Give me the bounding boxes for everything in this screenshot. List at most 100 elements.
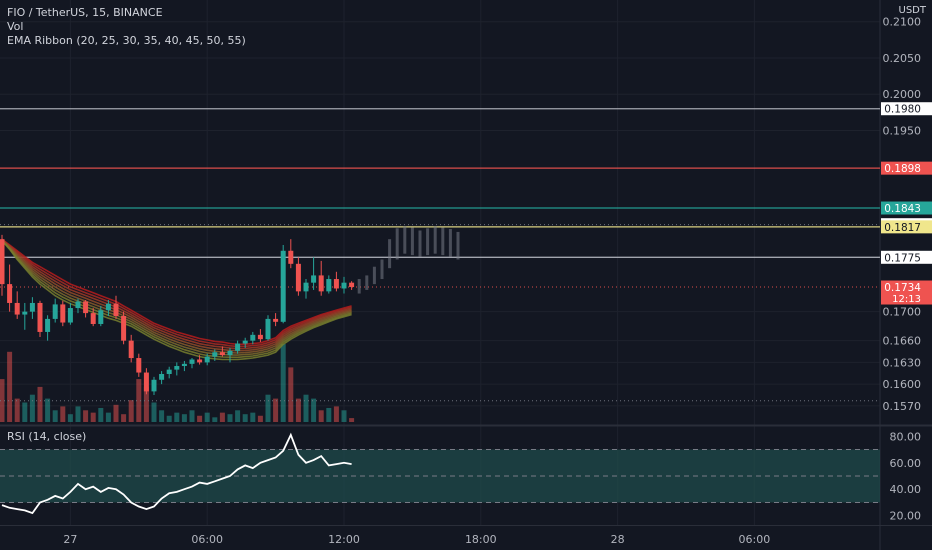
volume-bar	[189, 410, 195, 422]
volume-bar	[128, 400, 134, 422]
volume-bar	[105, 412, 111, 422]
price-tick-label: 0.1630	[883, 356, 922, 369]
candle-body	[181, 363, 187, 367]
candle-body	[280, 250, 286, 322]
volume-bar	[288, 367, 294, 422]
projection-bar	[433, 226, 437, 254]
candle-body	[75, 301, 81, 309]
candle-body	[113, 303, 119, 317]
price-tag-0.1734	[881, 280, 932, 305]
candle-body	[105, 303, 111, 311]
ema-ribbon-line	[1, 239, 352, 352]
candle-body	[349, 282, 355, 288]
ema-ribbon-line	[1, 240, 352, 361]
price-tick-label: 0.1660	[883, 335, 922, 348]
candle-body	[197, 359, 203, 363]
volume-bar	[257, 415, 263, 422]
volume-bar	[295, 398, 301, 422]
volume-bar	[90, 412, 96, 422]
volume-bar	[326, 407, 332, 422]
price-tag-0.1775	[881, 250, 932, 264]
time-tick-label: 06:00	[191, 533, 223, 546]
ema-ribbon-line	[1, 238, 352, 346]
price-tag-0.1980	[881, 102, 932, 116]
projection-bar	[410, 227, 414, 256]
price-tick-label: 0.1600	[883, 378, 922, 391]
volume-bar	[166, 415, 172, 422]
price-tick-label: 0.2050	[883, 52, 922, 65]
volume-bar	[83, 410, 89, 422]
volume-bar	[227, 414, 233, 422]
rsi-tick-label: 80.00	[890, 430, 922, 443]
rsi-legend[interactable]: RSI (14, close)	[7, 430, 87, 443]
price-tag-0.1898	[881, 161, 932, 175]
price-tag-text: 0.1980	[884, 104, 921, 116]
candle-body	[128, 340, 134, 359]
rsi-line	[1, 432, 352, 515]
ema-ribbon-line	[1, 239, 352, 359]
symbol-title[interactable]: FIO / TetherUS, 15, BINANCE	[7, 6, 163, 19]
volume-bar	[22, 402, 28, 422]
volume-bar	[37, 386, 43, 422]
time-tick-label: 12:00	[328, 533, 360, 546]
candle-body	[311, 275, 317, 283]
volume-bar	[197, 415, 203, 422]
price-tick-label: 0.1700	[883, 306, 922, 319]
volume-bar	[159, 410, 165, 422]
volume-bar	[67, 414, 73, 422]
volume-bar	[280, 344, 286, 422]
projection-bar	[372, 266, 376, 285]
candle-body	[326, 279, 332, 292]
volume-bar	[349, 418, 355, 422]
volume-bar	[7, 351, 13, 422]
candle-body	[219, 352, 225, 356]
projection-bar	[395, 228, 399, 260]
volume-bar	[14, 398, 20, 422]
price-tag-0.1843	[881, 201, 932, 215]
volume-bar	[151, 402, 157, 422]
time-tick-label: 06:00	[739, 533, 771, 546]
price-tag-text: 0.1898	[884, 163, 921, 175]
projection-bar	[426, 228, 430, 256]
candle-body	[29, 302, 35, 312]
candle-body	[143, 372, 149, 392]
candle-body	[0, 239, 5, 285]
candle-body	[37, 302, 43, 332]
candle-body	[318, 275, 324, 292]
candle-body	[212, 352, 218, 357]
candle-body	[22, 311, 28, 315]
candle-body	[265, 318, 271, 340]
ema-ribbon-line	[1, 238, 352, 350]
time-tick-label: 28	[611, 533, 625, 546]
price-tag-text: 0.1843	[884, 203, 921, 215]
volume-bar	[45, 398, 51, 422]
volume-bar	[181, 414, 187, 422]
countdown-text: 12:13	[892, 294, 921, 305]
candle-body	[90, 313, 96, 324]
candle-body	[333, 279, 339, 289]
candle-body	[189, 359, 195, 364]
candle-body	[151, 379, 157, 392]
projection-bar	[441, 227, 445, 256]
volume-bar	[303, 394, 309, 422]
time-tick-label: 18:00	[465, 533, 497, 546]
ema-ribbon-legend[interactable]: EMA Ribbon (20, 25, 30, 35, 40, 45, 50, …	[7, 34, 246, 47]
projection-bar	[418, 230, 422, 257]
volume-bar	[212, 417, 218, 422]
candle-body	[204, 356, 210, 363]
ema-ribbon-line	[1, 239, 352, 354]
volume-bar	[52, 410, 58, 422]
candle-body	[242, 340, 248, 344]
volume-bar	[311, 398, 317, 422]
volume-bar	[136, 379, 142, 422]
candle-body	[288, 250, 294, 264]
candle-body	[14, 302, 20, 315]
volume-bar	[75, 406, 81, 422]
volume-legend[interactable]: Vol	[7, 20, 24, 33]
candle-body	[83, 301, 89, 314]
rsi-tick-label: 40.00	[890, 483, 922, 496]
candle-body	[121, 316, 127, 341]
price-tick-label: 0.2100	[883, 16, 922, 29]
candle-body	[7, 284, 13, 303]
